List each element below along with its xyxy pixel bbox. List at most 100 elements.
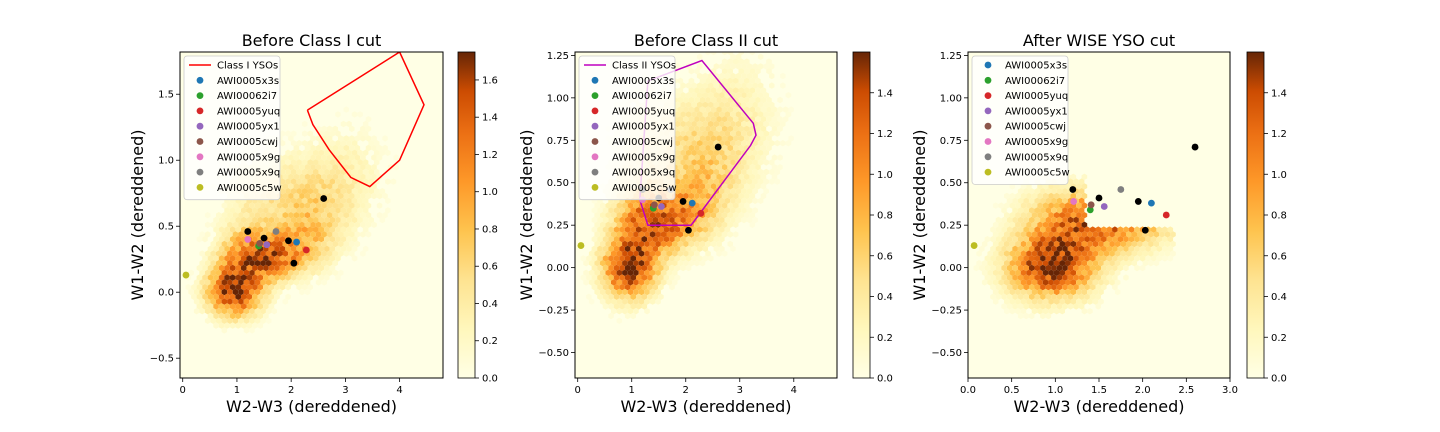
hexbin [638, 212, 645, 219]
hexbin [227, 288, 233, 296]
hexbin [293, 231, 300, 238]
hexbin [1114, 231, 1121, 238]
legend-entry: AWI0005yx1 [612, 122, 675, 133]
hexbin [699, 164, 706, 171]
hexbin [1067, 178, 1074, 185]
hexbin [335, 197, 341, 204]
hexbin [1065, 298, 1071, 305]
hexbin [290, 264, 297, 272]
hexbin [249, 288, 255, 296]
hexbin [1092, 269, 1099, 276]
hexbin [185, 284, 192, 291]
hexbin [694, 144, 700, 152]
hexbin [677, 231, 684, 238]
hexbin [1017, 303, 1024, 310]
hexbin [360, 250, 366, 257]
hexbin [705, 192, 711, 200]
hexbin [1017, 255, 1024, 262]
hexbin [741, 120, 747, 128]
hexbin [321, 183, 327, 190]
hexbin [210, 269, 216, 276]
hexbin [688, 183, 695, 190]
hexbin [1076, 298, 1082, 305]
hexbin [279, 130, 286, 137]
hexbin [1026, 192, 1032, 200]
hexbin [708, 120, 714, 128]
hexbin [218, 284, 225, 291]
hexbin [766, 144, 772, 152]
hexbin [1081, 308, 1088, 315]
hexbin [338, 212, 344, 219]
hexbin [232, 250, 239, 257]
hexbin [218, 274, 225, 281]
hexbin [696, 255, 703, 262]
hexbin [218, 226, 225, 233]
hexbin [296, 274, 302, 281]
hexbin [716, 116, 722, 123]
hexbin [282, 279, 289, 286]
legend-entry: AWI0005cwj [217, 137, 278, 148]
hexbin [265, 212, 272, 219]
hexbin [666, 250, 672, 257]
hexbin [1134, 226, 1140, 233]
hexbin [622, 221, 628, 228]
hexbin [674, 255, 681, 262]
hexbin [741, 197, 747, 204]
hexbin [326, 240, 333, 248]
hexbin [335, 255, 341, 262]
hexbin [1123, 264, 1129, 272]
hexbin [1020, 202, 1027, 209]
hexbin [321, 202, 327, 209]
hexbin [1162, 245, 1168, 252]
hexbin [674, 101, 681, 108]
hexbin [207, 284, 214, 291]
hexbin [1089, 284, 1096, 291]
legend-entry: AWI0005c5w [217, 183, 282, 194]
hexbin [730, 111, 736, 118]
hexbin [346, 159, 352, 166]
hexbin [716, 173, 722, 180]
hexbin [299, 240, 305, 248]
hexbin [296, 149, 302, 156]
hexbin [652, 255, 659, 262]
hexbin [254, 317, 261, 324]
hexbin [260, 212, 266, 219]
hexbin [696, 159, 703, 166]
hexbin [257, 284, 264, 291]
hexbin [696, 216, 703, 224]
hexbin [1048, 250, 1054, 257]
hexbin [252, 312, 258, 320]
hexbin [1131, 250, 1137, 257]
hexbin [1040, 303, 1046, 310]
hexbin [1098, 260, 1104, 267]
hexbin [335, 111, 341, 118]
hexbin [362, 197, 369, 204]
hexbin [210, 308, 216, 315]
hexbin [318, 226, 325, 233]
hexbin [304, 192, 311, 200]
hexbin [340, 197, 347, 204]
hexbin [749, 52, 756, 56]
hexbin [724, 178, 731, 185]
hexbin [1053, 212, 1060, 219]
hexbin [1126, 260, 1132, 267]
hexbin [649, 212, 656, 219]
hexbin [685, 120, 692, 128]
hexbin [1006, 264, 1013, 272]
hexbin [647, 226, 653, 233]
hexbin [218, 245, 225, 252]
hexbin [349, 135, 355, 142]
hexbin [1056, 274, 1063, 281]
hexbin [1095, 236, 1101, 243]
hexbin [321, 164, 327, 171]
hexbin [655, 279, 661, 286]
hexbin [702, 82, 708, 89]
hexbin [307, 130, 313, 137]
hexbin [293, 250, 300, 257]
hexbin [1092, 231, 1099, 238]
hexbin [669, 236, 675, 243]
hexbin [1051, 274, 1057, 281]
hexbin [335, 178, 341, 185]
x-tick-label: 2 [288, 385, 294, 396]
hexbin [616, 260, 623, 267]
